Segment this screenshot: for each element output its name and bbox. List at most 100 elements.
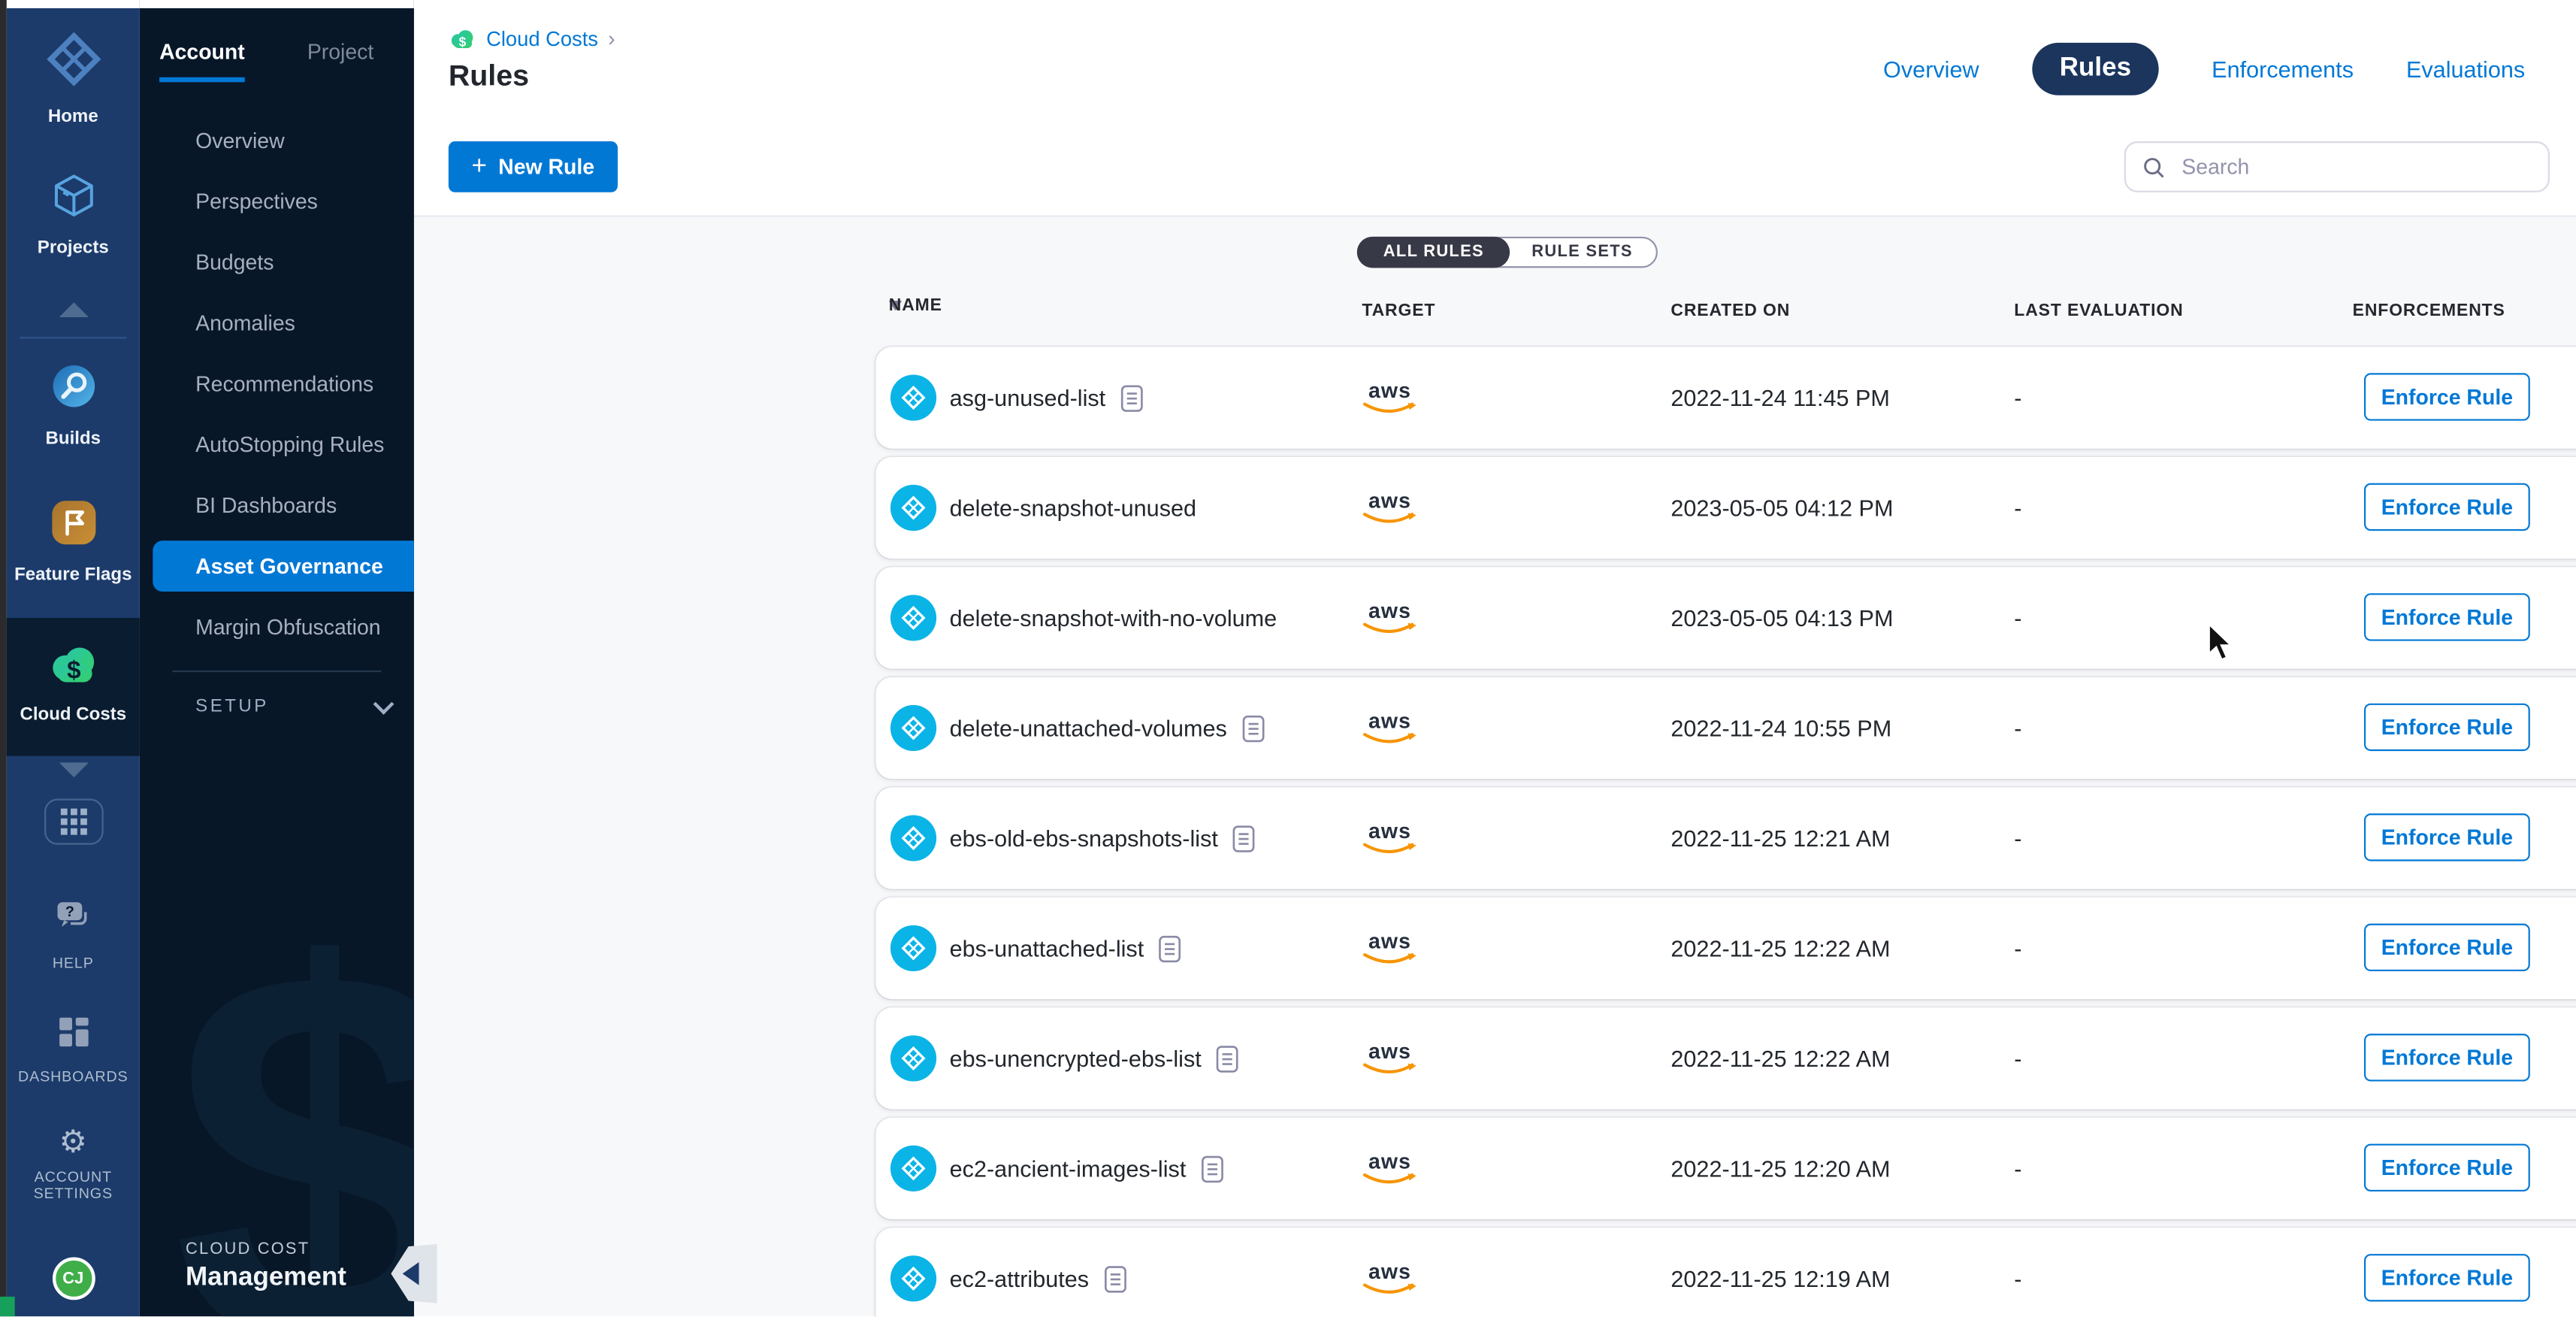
note-icon[interactable] — [1120, 383, 1144, 411]
enforce-rule-button[interactable]: Enforce Rule — [2363, 703, 2530, 752]
page-header: $ Cloud Costs › Rules Overview Rules Enf… — [413, 0, 2576, 216]
sidebar-item-bi-dashboards[interactable]: BI Dashboards — [195, 492, 337, 518]
table-row[interactable]: ebs-old-ebs-snapshots-list aws 2022-11-2… — [875, 787, 2576, 889]
toggle-rule-sets[interactable]: RULE SETS — [1531, 243, 1633, 262]
dollar-watermark: $ — [173, 889, 414, 1317]
table-row[interactable]: ec2-attributes aws 2022-11-25 12:19 AM -… — [875, 1228, 2576, 1317]
chevron-down-icon — [373, 692, 395, 714]
rule-icon — [890, 1255, 937, 1302]
new-rule-button[interactable]: + New Rule — [448, 141, 618, 192]
target-cell: aws — [1362, 457, 1417, 559]
aws-logo-text: aws — [1368, 377, 1412, 403]
breadcrumb: $ Cloud Costs › — [449, 26, 615, 51]
cloud-dollar-icon: $ — [449, 26, 476, 51]
avatar[interactable]: CJ — [51, 1257, 95, 1300]
note-icon[interactable] — [1159, 934, 1182, 962]
enforce-rule-button[interactable]: Enforce Rule — [2363, 1034, 2530, 1082]
created-on: 2022-11-25 12:19 AM — [1670, 1265, 1891, 1292]
plus-icon: + — [471, 152, 487, 180]
nav-projects[interactable]: Projects — [7, 171, 140, 259]
enforce-rule-button[interactable]: Enforce Rule — [2363, 813, 2530, 861]
created-on: 2022-11-25 12:22 AM — [1670, 1045, 1891, 1072]
tab-account[interactable]: Account — [159, 39, 245, 83]
table-row[interactable]: delete-unattached-volumes aws 2022-11-24… — [875, 677, 2576, 780]
last-evaluation: - — [2014, 825, 2022, 852]
divider — [172, 670, 382, 673]
sidebar-item-margin-obfuscation[interactable]: Margin Obfuscation — [195, 614, 381, 640]
note-icon[interactable] — [1233, 824, 1256, 852]
last-evaluation: - — [2014, 934, 2022, 961]
sidebar-footer: CLOUD COST Management — [186, 1241, 346, 1294]
nav-feature-flags[interactable]: Feature Flags — [7, 498, 140, 586]
rule-name: ebs-unencrypted-ebs-list — [949, 1045, 1202, 1072]
created-on: 2022-11-25 12:21 AM — [1670, 825, 1891, 852]
aws-logo: aws — [1362, 930, 1417, 966]
target-cell: aws — [1362, 567, 1417, 669]
toggle-all-rules[interactable]: ALL RULES — [1356, 236, 1510, 268]
rule-name: delete-snapshot-unused — [949, 495, 1197, 522]
nav-builds[interactable]: Builds — [7, 362, 140, 450]
nav-home[interactable]: Home — [7, 29, 140, 127]
enforce-rule-button[interactable]: Enforce Rule — [2363, 373, 2530, 421]
chevron-down-icon[interactable] — [58, 762, 88, 778]
created-on: 2022-11-24 10:55 PM — [1670, 715, 1892, 741]
sidebar-item-perspectives[interactable]: Perspectives — [195, 189, 318, 214]
window-edge — [0, 0, 7, 1317]
sidebar-item-recommendations[interactable]: Recommendations — [195, 371, 374, 396]
breadcrumb-chevron: › — [608, 26, 615, 51]
rule-icon — [890, 1035, 937, 1082]
column-name[interactable]: NAME — [888, 295, 942, 316]
table-row[interactable]: ebs-unattached-list aws 2022-11-25 12:22… — [875, 897, 2576, 1000]
enforce-rule-button[interactable]: Enforce Rule — [2363, 1143, 2530, 1192]
last-evaluation: - — [2014, 1265, 2022, 1292]
rule-name: ec2-attributes — [949, 1265, 1090, 1292]
aws-logo: aws — [1362, 600, 1417, 636]
search-box — [2124, 141, 2550, 192]
breadcrumb-link[interactable]: Cloud Costs — [486, 27, 598, 50]
top-strip — [6, 0, 140, 8]
nav-cloud-costs-label: Cloud Costs — [20, 704, 127, 725]
sidebar-item-budgets[interactable]: Budgets — [195, 250, 274, 275]
tab-rules[interactable]: Rules — [2031, 42, 2160, 95]
module-switcher-button[interactable] — [43, 798, 103, 845]
sidebar-item-overview[interactable]: Overview — [195, 128, 285, 153]
chevron-up-icon[interactable] — [58, 302, 88, 317]
note-icon[interactable] — [1201, 1155, 1224, 1182]
sidebar-item-setup[interactable]: SETUP — [195, 692, 395, 717]
column-target: TARGET — [1362, 301, 1436, 321]
enforce-rule-button[interactable]: Enforce Rule — [2363, 923, 2530, 972]
table-row[interactable]: delete-snapshot-with-no-volume aws 2023-… — [875, 567, 2576, 669]
nav-dashboards[interactable]: DASHBOARDS — [7, 1014, 140, 1085]
note-icon[interactable] — [1242, 714, 1265, 742]
nav-cloud-costs[interactable]: $ Cloud Costs — [6, 618, 140, 756]
setup-label: SETUP — [195, 696, 269, 717]
rule-icon — [890, 595, 937, 641]
sidebar-menu: Overview Perspectives Budgets Anomalies Reco… — [140, 110, 414, 657]
aws-logo: aws — [1362, 1150, 1417, 1186]
sidebar-item-asset-governance[interactable]: Asset Governance — [153, 540, 414, 592]
enforce-rule-button[interactable]: Enforce Rule — [2363, 593, 2530, 641]
note-icon[interactable] — [1216, 1044, 1239, 1072]
enforce-rule-button[interactable]: Enforce Rule — [2363, 1254, 2530, 1302]
table-row[interactable]: asg-unused-list aws 2022-11-24 11:45 PM … — [875, 347, 2576, 449]
table-row[interactable]: ec2-ancient-images-list aws 2022-11-25 1… — [875, 1117, 2576, 1220]
table-row[interactable]: delete-snapshot-unused aws 2023-05-05 04… — [875, 456, 2576, 559]
feature-flags-icon — [48, 498, 98, 556]
rule-name: asg-unused-list — [949, 384, 1106, 411]
enforce-rule-button[interactable]: Enforce Rule — [2363, 483, 2530, 531]
help-chat-icon: ? — [52, 898, 95, 945]
created-on: 2022-11-24 11:45 PM — [1670, 384, 1890, 411]
nav-account-settings[interactable]: ⚙ ACCOUNT SETTINGS — [7, 1128, 140, 1203]
note-icon[interactable] — [1104, 1264, 1127, 1292]
sidebar-item-anomalies[interactable]: Anomalies — [195, 310, 295, 335]
nav-help[interactable]: ? HELP — [7, 898, 140, 972]
table-row[interactable]: ebs-unencrypted-ebs-list aws 2022-11-25 … — [875, 1007, 2576, 1110]
tab-project[interactable]: Project — [307, 39, 374, 65]
tab-enforcements[interactable]: Enforcements — [2212, 56, 2354, 83]
tab-overview[interactable]: Overview — [1883, 56, 1979, 83]
last-evaluation: - — [2014, 384, 2022, 411]
tab-evaluations[interactable]: Evaluations — [2405, 56, 2526, 83]
sidebar-item-autostopping-rules[interactable]: AutoStopping Rules — [195, 431, 385, 457]
screen-indicator — [0, 1296, 15, 1317]
search-input[interactable] — [2178, 153, 2532, 181]
